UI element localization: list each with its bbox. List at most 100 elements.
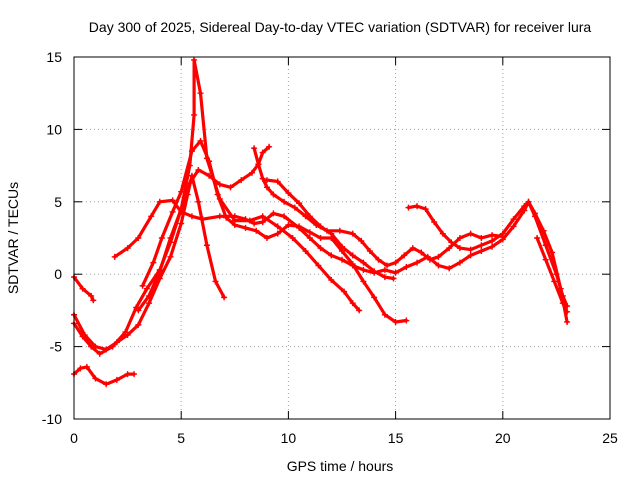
data-point-marker xyxy=(375,256,382,263)
data-point-marker xyxy=(489,232,496,239)
data-point-marker xyxy=(328,276,335,283)
data-point-marker xyxy=(499,230,506,237)
data-point-marker xyxy=(551,278,558,285)
data-point-marker xyxy=(206,158,213,165)
data-point-marker xyxy=(195,166,202,173)
data-point-marker xyxy=(124,371,131,378)
data-point-marker xyxy=(401,252,408,259)
data-point-marker xyxy=(111,253,118,260)
data-point-marker xyxy=(77,365,84,372)
data-point-marker xyxy=(263,184,270,191)
grid xyxy=(74,57,610,419)
data-point-marker xyxy=(259,219,266,226)
data-point-marker xyxy=(356,307,363,314)
y-tick-label: 5 xyxy=(54,194,62,210)
data-point-marker xyxy=(178,188,185,195)
data-point-marker xyxy=(339,243,345,250)
data-point-marker xyxy=(216,181,223,188)
data-point-marker xyxy=(195,198,202,205)
data-point-marker xyxy=(191,56,198,63)
data-point-marker xyxy=(414,203,421,210)
data-point-marker xyxy=(358,237,365,244)
data-point-marker xyxy=(281,213,288,220)
chart-title: Day 300 of 2025, Sidereal Day-to-day VTE… xyxy=(89,19,592,35)
series-track-2 xyxy=(71,172,228,353)
data-point-marker xyxy=(259,213,266,220)
data-point-marker xyxy=(169,208,176,215)
data-point-marker xyxy=(467,246,474,253)
x-tick-label: 25 xyxy=(602,430,618,446)
series-track-9 xyxy=(405,198,571,325)
data-point-marker xyxy=(328,230,335,237)
data-point-marker xyxy=(302,248,309,255)
data-point-marker xyxy=(255,161,262,168)
data-point-marker xyxy=(317,223,324,230)
data-point-marker xyxy=(360,278,367,285)
data-point-marker xyxy=(139,282,146,289)
data-point-marker xyxy=(510,216,517,223)
data-point-marker xyxy=(274,223,281,230)
data-point-marker xyxy=(270,191,277,198)
series-group xyxy=(71,56,571,388)
data-point-marker xyxy=(403,317,410,324)
axis-ticks: 0 5 10 15 20 25 -10 -5 0 5 10 15 xyxy=(42,49,618,446)
data-point-marker xyxy=(281,198,288,205)
data-point-marker xyxy=(534,235,541,241)
data-point-marker xyxy=(456,235,463,241)
data-point-marker xyxy=(435,262,442,269)
data-point-marker xyxy=(456,259,463,266)
data-point-marker xyxy=(79,333,86,340)
data-point-marker xyxy=(263,235,270,241)
data-point-marker xyxy=(525,198,532,205)
data-point-marker xyxy=(467,230,474,237)
series-track-8 xyxy=(263,177,397,282)
series-line xyxy=(72,365,136,386)
data-point-marker xyxy=(422,206,429,213)
y-tick-label: 10 xyxy=(46,121,62,137)
data-point-marker xyxy=(178,220,185,227)
data-point-marker xyxy=(263,177,270,184)
x-tick-label: 10 xyxy=(281,430,297,446)
data-point-marker xyxy=(478,235,485,241)
data-point-marker xyxy=(259,175,266,182)
data-point-marker xyxy=(403,263,410,270)
x-axis-label: GPS time / hours xyxy=(287,458,394,474)
data-point-marker xyxy=(381,266,388,273)
data-point-marker xyxy=(439,230,446,237)
plot-frame xyxy=(73,56,611,420)
data-point-marker xyxy=(146,292,153,299)
data-point-marker xyxy=(212,278,219,285)
data-point-marker xyxy=(366,248,373,255)
data-point-marker xyxy=(564,318,571,325)
data-point-marker xyxy=(191,111,198,118)
data-point-marker xyxy=(214,191,221,198)
data-point-marker xyxy=(135,235,142,241)
data-point-marker xyxy=(199,216,206,223)
data-point-marker xyxy=(296,223,303,230)
data-point-marker xyxy=(349,230,356,237)
series-line xyxy=(141,139,408,324)
data-point-marker xyxy=(135,321,142,328)
data-point-marker xyxy=(306,235,313,241)
data-point-marker xyxy=(489,243,496,250)
data-point-marker xyxy=(83,363,90,370)
data-point-marker xyxy=(242,216,249,223)
data-point-marker xyxy=(109,343,116,350)
data-point-marker xyxy=(291,204,298,211)
data-point-marker xyxy=(156,268,163,275)
y-axis-label: SDTVAR / TECUs xyxy=(5,182,21,294)
data-point-marker xyxy=(248,169,255,176)
data-point-marker xyxy=(285,190,292,197)
data-point-marker xyxy=(227,184,234,191)
series-track-10 xyxy=(534,235,571,315)
data-point-marker xyxy=(384,262,391,269)
data-point-marker xyxy=(88,292,95,299)
data-point-marker xyxy=(90,297,97,304)
data-point-marker xyxy=(88,343,95,350)
data-point-marker xyxy=(317,235,324,241)
data-point-marker xyxy=(238,177,245,184)
data-point-marker xyxy=(542,256,549,263)
data-point-marker xyxy=(341,288,348,295)
data-point-marker xyxy=(549,249,556,256)
